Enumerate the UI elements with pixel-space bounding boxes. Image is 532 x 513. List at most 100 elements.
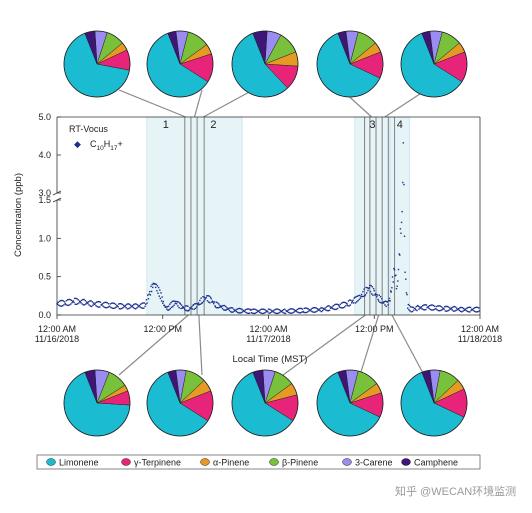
- data-point: [438, 305, 440, 307]
- data-point: [402, 142, 405, 144]
- bottom-pie-connector: [282, 314, 366, 376]
- data-point: [103, 306, 105, 308]
- data-point: [458, 309, 460, 312]
- data-point: [395, 288, 398, 290]
- data-point: [226, 307, 228, 309]
- data-point: [121, 303, 124, 306]
- data-point: [129, 307, 131, 309]
- data-point: [274, 308, 277, 311]
- data-point: [63, 301, 66, 303]
- y-tick-label: 3.0: [38, 188, 51, 198]
- data-point: [202, 296, 204, 298]
- data-point: [248, 308, 250, 310]
- data-point: [235, 310, 238, 313]
- data-point: [430, 304, 432, 306]
- data-point: [218, 303, 220, 305]
- data-point: [84, 299, 87, 302]
- data-point: [184, 305, 187, 307]
- data-point: [343, 301, 345, 304]
- legend-swatch-Limonene: [46, 458, 56, 466]
- data-point: [279, 309, 282, 312]
- data-point: [272, 311, 275, 313]
- data-point: [58, 300, 61, 302]
- data-point: [188, 309, 190, 311]
- instrument-label: RT-Vocus: [69, 124, 108, 134]
- data-point: [231, 307, 234, 309]
- data-point: [143, 302, 146, 304]
- data-point: [469, 306, 472, 309]
- data-point: [124, 304, 127, 307]
- data-point: [97, 306, 100, 308]
- data-point: [216, 302, 219, 304]
- data-point: [241, 311, 244, 313]
- data-point: [57, 301, 59, 304]
- data-point: [445, 305, 447, 308]
- data-point: [461, 306, 464, 309]
- data-point: [422, 308, 425, 311]
- data-point: [275, 312, 277, 315]
- data-point: [379, 296, 382, 298]
- data-point: [393, 267, 395, 270]
- data-point: [277, 312, 280, 314]
- data-point: [462, 310, 464, 312]
- data-point: [85, 303, 87, 305]
- data-point: [387, 304, 389, 306]
- data-point: [122, 306, 124, 309]
- data-point: [420, 306, 423, 308]
- data-point: [333, 308, 335, 310]
- top-pie-connector: [384, 89, 427, 118]
- x-tick-time: 12:00 AM: [38, 324, 76, 334]
- data-point: [172, 305, 174, 308]
- data-point: [187, 310, 190, 312]
- data-point: [92, 302, 95, 304]
- data-point: [414, 307, 416, 309]
- data-point: [457, 307, 460, 310]
- data-point: [98, 300, 100, 303]
- data-point: [159, 297, 162, 300]
- data-point: [291, 308, 293, 310]
- data-point: [268, 312, 270, 315]
- data-point: [191, 308, 194, 310]
- data-point: [94, 302, 97, 304]
- data-point: [415, 309, 417, 311]
- data-point: [61, 299, 63, 302]
- data-point: [95, 304, 97, 307]
- data-point: [232, 311, 234, 313]
- data-point: [371, 286, 374, 288]
- data-point: [377, 298, 379, 301]
- data-point: [304, 311, 306, 314]
- data-point: [315, 307, 318, 309]
- data-point: [328, 309, 331, 312]
- data-point: [87, 302, 89, 305]
- bottom-pie-4: [316, 369, 384, 437]
- data-point: [444, 306, 446, 308]
- data-point: [89, 305, 92, 307]
- data-point: [231, 311, 233, 314]
- data-point: [403, 235, 406, 237]
- pie-outline: [316, 369, 384, 437]
- data-point: [328, 305, 330, 307]
- data-point: [273, 309, 275, 311]
- data-point: [224, 305, 227, 308]
- data-point: [263, 308, 265, 311]
- data-point: [399, 254, 401, 256]
- data-point: [362, 290, 364, 293]
- data-point: [318, 309, 320, 311]
- data-point: [297, 311, 299, 314]
- data-point: [333, 304, 336, 306]
- data-point: [202, 300, 205, 302]
- data-point: [325, 309, 327, 311]
- data-point: [440, 309, 442, 312]
- data-point: [173, 304, 175, 306]
- data-point: [170, 301, 172, 304]
- data-point: [248, 312, 251, 314]
- legend-swatch-γ-Terpinene: [121, 458, 131, 466]
- data-point: [252, 308, 255, 310]
- data-point: [392, 281, 394, 283]
- data-point: [429, 308, 431, 311]
- pie-charts: [63, 30, 468, 437]
- data-point: [230, 307, 233, 309]
- data-point: [195, 302, 197, 305]
- top-pie-connector: [203, 89, 254, 118]
- data-point: [296, 310, 298, 313]
